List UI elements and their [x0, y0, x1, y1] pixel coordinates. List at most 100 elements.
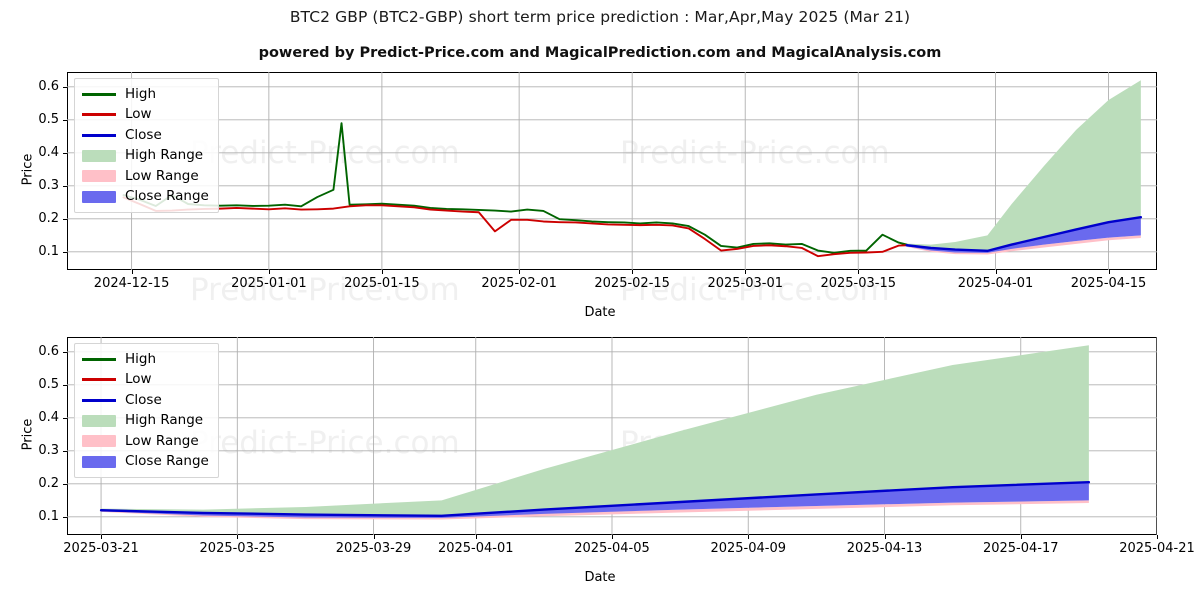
bottom-chart-plot [67, 337, 1157, 535]
x-tick-mark [1157, 535, 1158, 539]
x-tick-mark [632, 270, 634, 274]
band-high-range [906, 80, 1141, 252]
x-tick-label: 2024-12-15 [93, 276, 170, 291]
x-tick-mark [1108, 270, 1110, 274]
legend-line-swatch [82, 92, 116, 96]
x-tick-mark [373, 535, 375, 539]
x-tick-label: 2025-03-15 [820, 276, 897, 291]
legend-item-high: High [82, 349, 209, 370]
band-low-range [101, 500, 1089, 520]
legend-item-label: High Range [125, 147, 204, 163]
legend-item-close-range: Close Range [82, 452, 209, 473]
y-tick-mark [63, 384, 67, 386]
y-tick-mark [63, 251, 67, 253]
x-tick-mark [748, 535, 750, 539]
x-tick-label: 2025-03-21 [63, 541, 139, 556]
band-close-range [906, 217, 1141, 253]
x-tick-label: 2025-04-01 [957, 276, 1034, 291]
legend-item-high-range: High Range [82, 411, 209, 432]
legend-item-label: High [125, 350, 157, 367]
top-chart-legend: High Low Close High Range Low Range Close Ran… [74, 78, 219, 213]
y-tick-mark [63, 119, 67, 121]
watermark: Predict-Price.com [620, 272, 890, 308]
y-tick-label: 0.3 [38, 177, 59, 193]
x-tick-label: 2025-04-01 [437, 541, 514, 556]
top-chart-frame [67, 72, 1157, 270]
legend-item-label: Low [125, 106, 152, 122]
y-tick-label: 0.3 [38, 442, 59, 458]
y-tick-mark [63, 351, 67, 353]
x-tick-label: 2025-04-21 [1119, 541, 1195, 556]
legend-item-label: Close Range [125, 188, 209, 204]
legend-item-high: High [82, 84, 209, 105]
x-tick-mark [884, 535, 886, 539]
y-tick-mark [63, 450, 67, 452]
y-tick-mark [63, 516, 67, 518]
x-tick-label: 2025-03-29 [335, 541, 412, 556]
y-tick-label: 0.1 [38, 508, 59, 524]
y-tick-label: 0.6 [38, 78, 59, 94]
legend-item-label: Low Range [125, 167, 199, 184]
series-line-close [905, 215, 1143, 253]
y-tick-label: 0.5 [38, 111, 59, 127]
x-tick-mark [101, 535, 103, 539]
legend-line-swatch [82, 378, 116, 382]
y-tick-label: 0.2 [38, 475, 59, 491]
bottom-chart-axes [67, 337, 1157, 535]
x-tick-mark [519, 270, 521, 274]
y-tick-label: 0.6 [38, 343, 59, 359]
legend-patch-swatch [82, 190, 116, 203]
watermark: Predict-Price.com [190, 272, 460, 308]
x-tick-mark [268, 270, 270, 274]
legend-item-label: High [125, 85, 157, 102]
x-tick-mark [745, 270, 747, 274]
legend-patch-swatch [82, 414, 116, 427]
series-line-close [99, 480, 1091, 518]
legend-line-swatch [82, 357, 116, 361]
top-chart-plot [67, 72, 1157, 270]
x-tick-label: 2025-04-15 [1070, 276, 1147, 291]
legend-patch-swatch [82, 170, 116, 183]
y-tick-mark [63, 185, 67, 187]
legend-line-swatch [82, 113, 116, 117]
y-tick-mark [63, 152, 67, 154]
band-close-range [101, 482, 1089, 518]
legend-item-low-range: Low Range [82, 431, 209, 452]
legend-item-close-range: Close Range [82, 187, 209, 208]
y-tick-mark [63, 417, 67, 419]
legend-item-close: Close [82, 390, 209, 411]
x-tick-mark [237, 535, 239, 539]
y-tick-label: 0.4 [38, 144, 59, 160]
page-title: BTC2 GBP (BTC2-GBP) short term price pre… [289, 8, 911, 26]
x-tick-label: 2025-01-01 [231, 276, 307, 291]
legend-item-label: Close Range [125, 453, 209, 469]
legend-line-swatch [82, 398, 116, 402]
y-tick-mark [63, 218, 67, 220]
watermark: Predict-Price.com [190, 425, 460, 461]
y-tick-label: 0.2 [38, 210, 59, 226]
legend-item-close: Close [82, 125, 209, 146]
legend-item-label: Low Range [125, 432, 199, 449]
legend-line-swatch [82, 133, 116, 137]
legend-item-label: Low [125, 371, 152, 387]
legend-item-low: Low [82, 105, 209, 126]
legend-item-label: Close [125, 391, 162, 408]
bottom-chart-xlabel: Date [584, 570, 616, 585]
x-tick-mark [131, 270, 133, 274]
x-tick-label: 2025-01-15 [344, 276, 420, 291]
x-tick-mark [381, 270, 383, 274]
legend-patch-swatch [82, 149, 116, 162]
x-tick-label: 2025-02-01 [481, 276, 557, 291]
page-subtitle: powered by Predict-Price.com and Magical… [258, 45, 942, 61]
top-chart-xlabel: Date [584, 305, 616, 320]
series-line-low [122, 196, 908, 258]
legend-item-label: Close [125, 126, 162, 143]
x-tick-label: 2025-04-09 [710, 541, 787, 556]
bottom-chart-legend: High Low Close High Range Low Range Close Ran… [74, 343, 219, 478]
x-tick-mark [995, 270, 997, 274]
legend-item-high-range: High Range [82, 146, 209, 167]
x-tick-mark [475, 535, 477, 539]
legend-patch-swatch [82, 455, 116, 468]
y-tick-label: 0.1 [38, 243, 59, 259]
